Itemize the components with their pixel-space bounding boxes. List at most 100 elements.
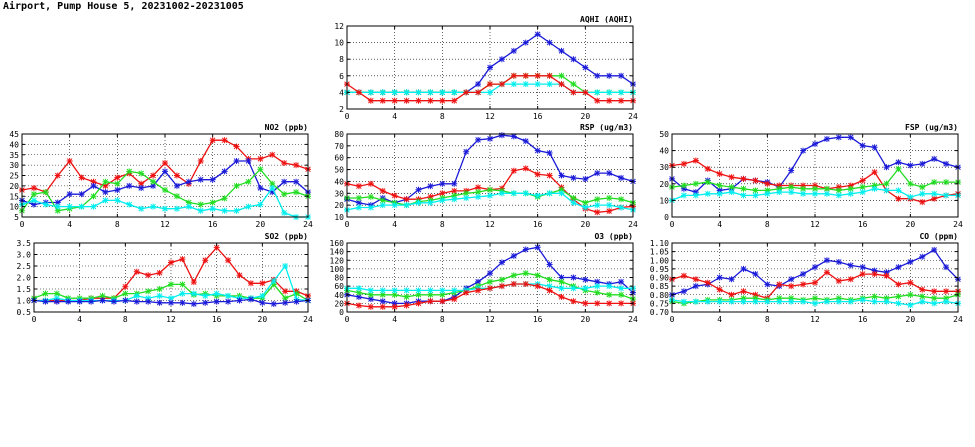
y-tick-label: 10 bbox=[334, 213, 344, 222]
data-point bbox=[871, 144, 878, 151]
data-point bbox=[534, 171, 541, 178]
data-point bbox=[197, 207, 204, 214]
y-tick-label: 0 bbox=[339, 308, 344, 317]
data-point bbox=[594, 300, 601, 307]
data-point bbox=[943, 160, 950, 167]
data-point bbox=[606, 283, 613, 290]
data-point bbox=[931, 190, 938, 197]
data-point bbox=[919, 184, 926, 191]
chart-co: 0 4 8 12 16 20 240.700.750.800.850.900.951.001… bbox=[650, 232, 963, 324]
data-point bbox=[895, 159, 902, 166]
series-blue bbox=[19, 157, 311, 208]
data-point bbox=[558, 172, 565, 179]
y-tick-label: 60 bbox=[334, 154, 344, 163]
data-point bbox=[162, 187, 168, 194]
data-point bbox=[847, 262, 854, 269]
data-point bbox=[883, 164, 890, 171]
data-point bbox=[740, 265, 747, 272]
data-point bbox=[391, 89, 398, 96]
data-point bbox=[202, 257, 209, 264]
data-point bbox=[907, 162, 914, 169]
data-point bbox=[236, 297, 243, 304]
data-point bbox=[594, 202, 601, 209]
data-point bbox=[594, 196, 601, 203]
data-point bbox=[415, 199, 422, 206]
data-point bbox=[379, 202, 386, 209]
data-point bbox=[355, 285, 362, 292]
data-point bbox=[895, 300, 902, 307]
data-point bbox=[173, 205, 180, 212]
data-point bbox=[510, 280, 517, 287]
x-tick-label: 24 bbox=[953, 220, 963, 229]
x-tick-label: 24 bbox=[628, 315, 638, 324]
y-tick-label: 30 bbox=[334, 189, 344, 198]
data-point bbox=[168, 259, 174, 266]
x-tick-label: 24 bbox=[953, 315, 963, 324]
data-point bbox=[570, 274, 577, 281]
data-point bbox=[259, 292, 266, 299]
x-tick-label: 4 bbox=[717, 220, 722, 229]
data-point bbox=[209, 137, 216, 144]
data-point bbox=[510, 272, 517, 279]
data-point bbox=[487, 81, 493, 88]
data-point bbox=[282, 288, 289, 295]
data-point bbox=[692, 298, 699, 305]
data-point bbox=[546, 276, 553, 283]
x-tick-label: 12 bbox=[166, 315, 176, 324]
data-point bbox=[439, 190, 446, 197]
data-point bbox=[931, 295, 938, 302]
y-tick-label: 4 bbox=[339, 88, 344, 97]
data-point bbox=[812, 190, 818, 197]
x-tick-label: 0 bbox=[670, 315, 675, 324]
data-point bbox=[931, 288, 938, 295]
data-point bbox=[379, 287, 386, 294]
data-point bbox=[847, 185, 854, 192]
data-point bbox=[823, 269, 830, 276]
series-cyan bbox=[344, 190, 636, 213]
data-point bbox=[534, 81, 541, 88]
data-point bbox=[415, 287, 422, 294]
data-point bbox=[114, 174, 121, 181]
data-point bbox=[487, 186, 493, 193]
y-tick-label: 35 bbox=[9, 151, 19, 160]
chart-title: SO2 (ppb) bbox=[265, 232, 308, 241]
data-point bbox=[475, 136, 482, 143]
data-point bbox=[281, 191, 288, 198]
data-point bbox=[800, 281, 807, 288]
data-point bbox=[391, 303, 398, 310]
data-point bbox=[871, 271, 878, 278]
data-point bbox=[162, 168, 168, 175]
data-point bbox=[76, 298, 83, 305]
data-point bbox=[133, 298, 140, 305]
data-point bbox=[439, 89, 446, 96]
data-point bbox=[110, 298, 117, 305]
data-point bbox=[463, 148, 470, 155]
data-point bbox=[582, 300, 589, 307]
data-point bbox=[451, 287, 458, 294]
data-point bbox=[102, 178, 109, 185]
data-point bbox=[487, 278, 493, 285]
data-point bbox=[475, 287, 482, 294]
data-point bbox=[907, 279, 914, 286]
y-tick-label: 8 bbox=[339, 55, 344, 64]
data-point bbox=[594, 283, 601, 290]
data-point bbox=[209, 205, 216, 212]
data-point bbox=[606, 72, 613, 79]
data-point bbox=[859, 189, 866, 196]
series-red bbox=[669, 269, 961, 302]
data-point bbox=[379, 303, 386, 310]
data-point bbox=[225, 298, 232, 305]
data-point bbox=[391, 97, 398, 104]
data-point bbox=[907, 291, 914, 298]
data-point bbox=[475, 81, 482, 88]
data-point bbox=[776, 298, 783, 305]
chart-title: AQHI (AQHI) bbox=[580, 15, 633, 24]
data-point bbox=[498, 259, 505, 266]
data-point bbox=[379, 89, 386, 96]
data-point bbox=[150, 203, 157, 210]
data-point bbox=[259, 280, 266, 287]
x-tick-label: 4 bbox=[392, 112, 397, 121]
series-blue bbox=[669, 246, 961, 298]
data-point bbox=[245, 157, 252, 164]
x-tick-label: 12 bbox=[810, 315, 820, 324]
